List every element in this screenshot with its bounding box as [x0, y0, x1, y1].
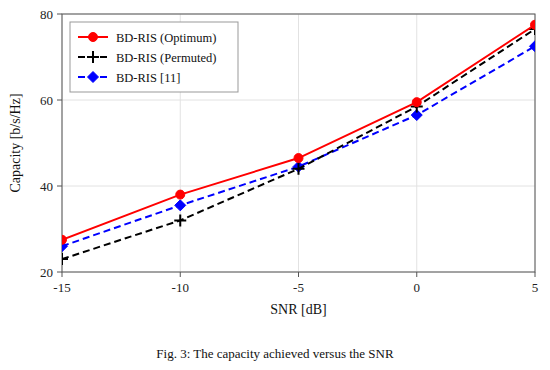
legend-label: BD-RIS (Optimum) — [116, 31, 216, 45]
x-tick — [535, 272, 536, 277]
point — [176, 190, 185, 199]
background — [0, 0, 550, 370]
y-axis-label: Capacity [b/s/Hz] — [8, 93, 23, 192]
x-tick — [62, 272, 63, 277]
legend-box — [70, 22, 238, 92]
x-tick-label: -5 — [293, 280, 304, 295]
x-grid-line — [298, 14, 299, 272]
y-tick — [57, 100, 62, 101]
y-tick — [57, 186, 62, 187]
series — [62, 23, 535, 265]
x-axis-label: SNR [dB] — [270, 302, 326, 317]
series — [62, 41, 535, 252]
point — [530, 41, 536, 52]
series-line — [62, 29, 535, 259]
x-tick-label: -15 — [53, 280, 70, 295]
point — [175, 200, 186, 211]
y-grid-line — [62, 186, 535, 187]
y-tick — [57, 14, 62, 15]
point — [293, 163, 305, 175]
plot-frame — [62, 14, 535, 272]
point — [174, 214, 186, 226]
x-tick-label: 0 — [414, 280, 421, 295]
point — [531, 20, 536, 29]
y-grid-line — [62, 100, 535, 101]
x-tick-label: -10 — [172, 280, 189, 295]
y-tick — [57, 272, 62, 273]
series-line — [62, 25, 535, 240]
chart: -15 -10 -5 0 5 20 40 60 80 SNR [dB] Capacity [b/s/… — [0, 0, 550, 370]
point — [62, 253, 68, 265]
y-tick-label: 20 — [40, 265, 53, 280]
legend-marker — [87, 51, 99, 63]
series — [62, 20, 535, 244]
x-grid-line — [416, 14, 417, 272]
point — [294, 154, 303, 163]
caption: Fig. 3: The capacity achieved versus the… — [156, 346, 394, 361]
plot-area — [62, 20, 535, 265]
x-tick — [298, 272, 299, 277]
point — [412, 98, 421, 107]
legend-label: BD-RIS (Permuted) — [116, 51, 216, 65]
legend-marker — [88, 72, 99, 83]
x-tick — [416, 272, 417, 277]
y-tick-label: 40 — [40, 179, 53, 194]
legend-label: BD-RIS [11] — [116, 71, 180, 85]
legend-marker — [89, 33, 98, 42]
legend: BD-RIS (Optimum) BD-RIS (Permuted) BD-RIS … — [70, 22, 238, 92]
point — [62, 235, 67, 244]
grid — [62, 14, 535, 272]
x-tick-label: 5 — [532, 280, 539, 295]
y-tick-label: 80 — [40, 7, 53, 22]
y-tick-label: 60 — [40, 93, 53, 108]
x-tick — [180, 272, 181, 277]
